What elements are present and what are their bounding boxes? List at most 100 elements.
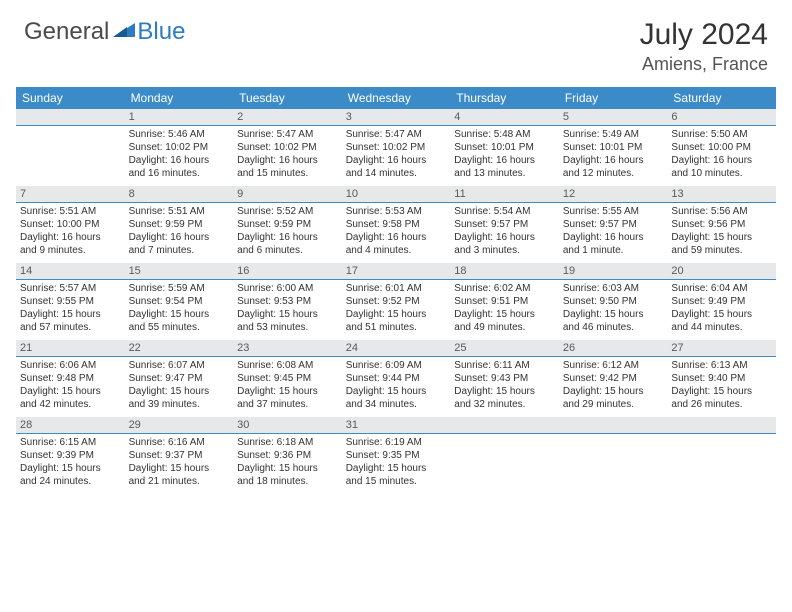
- daylight-text: Daylight: 16 hours: [454, 231, 555, 244]
- sunset-text: Sunset: 9:50 PM: [563, 295, 664, 308]
- date-number: 2: [233, 109, 342, 126]
- date-number: 15: [125, 263, 234, 280]
- weeks-container: 123456Sunrise: 5:46 AMSunset: 10:02 PMDa…: [16, 109, 776, 494]
- sunset-text: Sunset: 10:01 PM: [454, 141, 555, 154]
- sunset-text: Sunset: 9:37 PM: [129, 449, 230, 462]
- sunset-text: Sunset: 9:39 PM: [20, 449, 121, 462]
- date-number: 18: [450, 263, 559, 280]
- daylight-text: Daylight: 16 hours: [563, 154, 664, 167]
- sunrise-text: Sunrise: 6:01 AM: [346, 282, 447, 295]
- daylight-text: Daylight: 16 hours: [563, 231, 664, 244]
- date-number: 1: [125, 109, 234, 126]
- daylight-text: and 44 minutes.: [671, 321, 772, 334]
- date-number: 22: [125, 340, 234, 357]
- sunset-text: Sunset: 9:42 PM: [563, 372, 664, 385]
- date-number: 23: [233, 340, 342, 357]
- logo: General Blue: [24, 18, 185, 46]
- sunrise-text: Sunrise: 5:51 AM: [20, 205, 121, 218]
- week-data-row: Sunrise: 5:51 AMSunset: 10:00 PMDaylight…: [16, 203, 776, 263]
- daylight-text: and 6 minutes.: [237, 244, 338, 257]
- date-number: 31: [342, 417, 451, 434]
- daylight-text: and 46 minutes.: [563, 321, 664, 334]
- day-cell: Sunrise: 5:59 AMSunset: 9:54 PMDaylight:…: [125, 280, 234, 340]
- sunrise-text: Sunrise: 6:03 AM: [563, 282, 664, 295]
- date-bar-row: 28293031: [16, 417, 776, 434]
- daylight-text: and 14 minutes.: [346, 167, 447, 180]
- date-bar-row: 14151617181920: [16, 263, 776, 280]
- day-cell: [559, 434, 668, 494]
- sunrise-text: Sunrise: 5:59 AM: [129, 282, 230, 295]
- daylight-text: Daylight: 15 hours: [454, 308, 555, 321]
- day-cell: Sunrise: 6:15 AMSunset: 9:39 PMDaylight:…: [16, 434, 125, 494]
- date-number: 27: [667, 340, 776, 357]
- sunset-text: Sunset: 9:36 PM: [237, 449, 338, 462]
- date-number: 9: [233, 186, 342, 203]
- sunrise-text: Sunrise: 6:15 AM: [20, 436, 121, 449]
- date-number: 16: [233, 263, 342, 280]
- daylight-text: and 21 minutes.: [129, 475, 230, 488]
- dow-sunday: Sunday: [16, 87, 125, 109]
- sunset-text: Sunset: 9:49 PM: [671, 295, 772, 308]
- date-number: 3: [342, 109, 451, 126]
- sunset-text: Sunset: 10:02 PM: [129, 141, 230, 154]
- sunset-text: Sunset: 9:52 PM: [346, 295, 447, 308]
- daylight-text: and 3 minutes.: [454, 244, 555, 257]
- daylight-text: Daylight: 15 hours: [20, 308, 121, 321]
- date-number: 29: [125, 417, 234, 434]
- day-cell: [16, 126, 125, 186]
- sunrise-text: Sunrise: 5:57 AM: [20, 282, 121, 295]
- day-cell: Sunrise: 6:18 AMSunset: 9:36 PMDaylight:…: [233, 434, 342, 494]
- sunset-text: Sunset: 9:57 PM: [563, 218, 664, 231]
- day-cell: Sunrise: 6:00 AMSunset: 9:53 PMDaylight:…: [233, 280, 342, 340]
- date-bar-row: 21222324252627: [16, 340, 776, 357]
- sunrise-text: Sunrise: 6:12 AM: [563, 359, 664, 372]
- sunset-text: Sunset: 9:35 PM: [346, 449, 447, 462]
- date-bar-row: 123456: [16, 109, 776, 126]
- date-number: [667, 417, 776, 434]
- header: General Blue July 2024 Amiens, France: [0, 0, 792, 79]
- date-number: 7: [16, 186, 125, 203]
- date-number: 4: [450, 109, 559, 126]
- dow-tuesday: Tuesday: [233, 87, 342, 109]
- sunset-text: Sunset: 10:00 PM: [671, 141, 772, 154]
- sunrise-text: Sunrise: 6:04 AM: [671, 282, 772, 295]
- daylight-text: Daylight: 15 hours: [671, 231, 772, 244]
- month-title: July 2024: [640, 18, 768, 52]
- day-cell: Sunrise: 5:52 AMSunset: 9:59 PMDaylight:…: [233, 203, 342, 263]
- daylight-text: Daylight: 15 hours: [346, 462, 447, 475]
- daylight-text: and 59 minutes.: [671, 244, 772, 257]
- daylight-text: and 55 minutes.: [129, 321, 230, 334]
- day-cell: Sunrise: 5:53 AMSunset: 9:58 PMDaylight:…: [342, 203, 451, 263]
- date-number: 8: [125, 186, 234, 203]
- date-number: 28: [16, 417, 125, 434]
- day-cell: Sunrise: 6:08 AMSunset: 9:45 PMDaylight:…: [233, 357, 342, 417]
- day-cell: Sunrise: 6:07 AMSunset: 9:47 PMDaylight:…: [125, 357, 234, 417]
- daylight-text: and 24 minutes.: [20, 475, 121, 488]
- date-number: 30: [233, 417, 342, 434]
- day-cell: Sunrise: 5:47 AMSunset: 10:02 PMDaylight…: [233, 126, 342, 186]
- daylight-text: and 53 minutes.: [237, 321, 338, 334]
- sunset-text: Sunset: 9:53 PM: [237, 295, 338, 308]
- daylight-text: and 13 minutes.: [454, 167, 555, 180]
- flag-icon: [113, 23, 135, 41]
- date-number: 21: [16, 340, 125, 357]
- sunrise-text: Sunrise: 5:53 AM: [346, 205, 447, 218]
- sunrise-text: Sunrise: 5:55 AM: [563, 205, 664, 218]
- sunset-text: Sunset: 10:02 PM: [346, 141, 447, 154]
- date-number: 13: [667, 186, 776, 203]
- daylight-text: Daylight: 15 hours: [671, 308, 772, 321]
- daylight-text: Daylight: 16 hours: [454, 154, 555, 167]
- sunrise-text: Sunrise: 6:07 AM: [129, 359, 230, 372]
- day-cell: Sunrise: 5:46 AMSunset: 10:02 PMDaylight…: [125, 126, 234, 186]
- sunrise-text: Sunrise: 5:54 AM: [454, 205, 555, 218]
- daylight-text: and 12 minutes.: [563, 167, 664, 180]
- daylight-text: and 39 minutes.: [129, 398, 230, 411]
- daylight-text: Daylight: 16 hours: [237, 231, 338, 244]
- day-cell: Sunrise: 5:47 AMSunset: 10:02 PMDaylight…: [342, 126, 451, 186]
- title-block: July 2024 Amiens, France: [640, 18, 768, 75]
- daylight-text: and 32 minutes.: [454, 398, 555, 411]
- date-number: [450, 417, 559, 434]
- date-number: [559, 417, 668, 434]
- daylight-text: Daylight: 15 hours: [237, 308, 338, 321]
- day-cell: Sunrise: 6:04 AMSunset: 9:49 PMDaylight:…: [667, 280, 776, 340]
